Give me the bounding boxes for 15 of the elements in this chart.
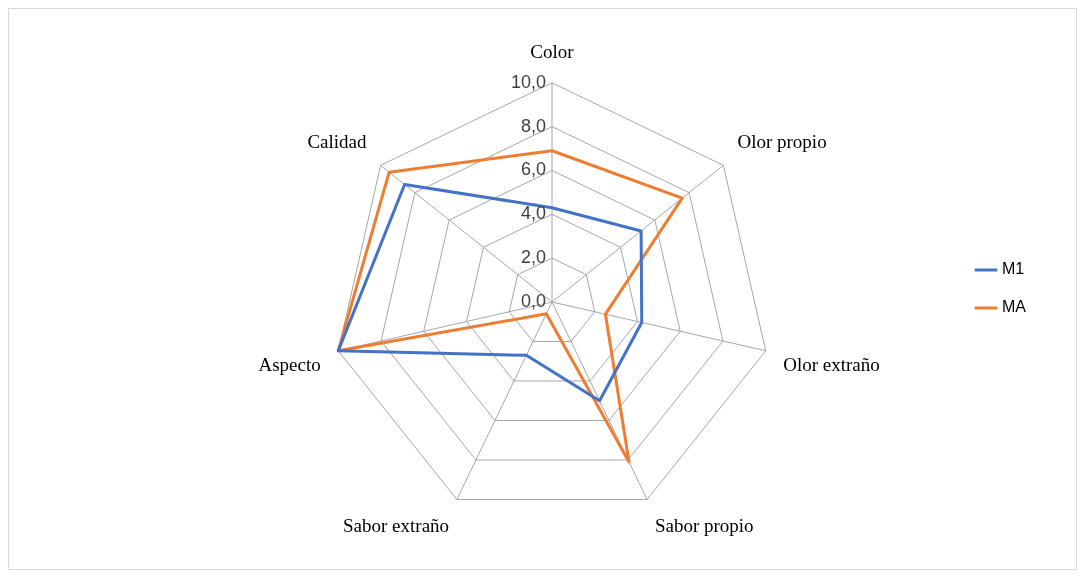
- spoke-label: Sabor propio: [654, 515, 754, 537]
- spoke-label: Olor extraño: [783, 354, 880, 376]
- y-tick-label: 2,0: [520, 247, 546, 268]
- spoke-label: Calidad: [307, 130, 368, 152]
- y-tick-label: 0,0: [520, 290, 546, 311]
- y-tick-label: 4,0: [520, 203, 546, 224]
- y-tick-label: 10,0: [510, 71, 546, 92]
- y-tick-label: 8,0: [520, 115, 546, 136]
- legend-label: MA: [1002, 298, 1027, 316]
- legend-label: M1: [1002, 260, 1025, 278]
- spoke-label: Color: [530, 41, 575, 63]
- spoke-label: Olor propio: [737, 130, 827, 152]
- y-tick-label: 6,0: [520, 159, 546, 180]
- spoke-label: Aspecto: [258, 354, 321, 376]
- spoke-label: Sabor extraño: [343, 515, 450, 537]
